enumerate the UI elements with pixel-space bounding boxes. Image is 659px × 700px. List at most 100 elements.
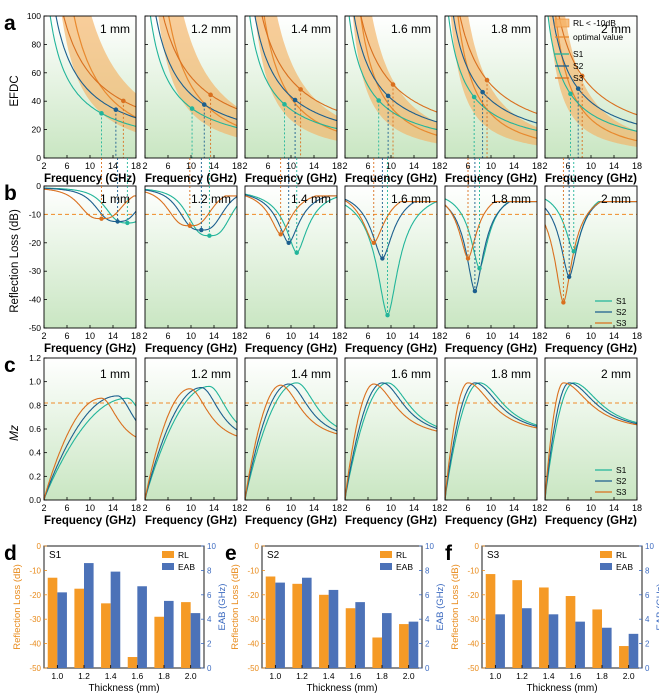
rl-curve-s1 <box>245 193 337 254</box>
optimal-value-line <box>360 16 437 136</box>
plot-frame <box>244 185 338 329</box>
optimal-point-s1 <box>189 106 195 111</box>
panel-letter-b: b <box>4 182 17 205</box>
x-tick-label: 1.0 <box>269 671 281 681</box>
thickness-label-a: 1.2 mm <box>191 22 231 36</box>
x-tick-label: 1.8 <box>158 671 170 681</box>
thickness-label-c: 1.8 mm <box>491 367 531 381</box>
panel-letter-f: f <box>445 542 453 565</box>
efdc-line-s3 <box>162 16 237 110</box>
x-tick-label: 2.0 <box>403 671 415 681</box>
x-tick-label: 10 <box>586 503 596 513</box>
legend-label-s1: S1 <box>616 465 627 475</box>
plot-area-b5 <box>445 198 537 292</box>
y-axis-label-c: Mz <box>7 425 21 441</box>
x-tick-label: 10 <box>386 161 396 171</box>
y-tick-label: 0.2 <box>29 471 41 481</box>
y-tick-label-right: 10 <box>645 542 654 551</box>
thickness-label-c: 1.4 mm <box>291 367 331 381</box>
efdc-line-s2 <box>254 16 337 122</box>
x-tick-label: 6 <box>165 503 170 513</box>
x-tick-label: 14 <box>509 161 519 171</box>
mz-curve-s2 <box>245 383 337 500</box>
x-tick-label: 1.2 <box>296 671 308 681</box>
rl-curve-s1 <box>145 188 237 237</box>
y-tick-label-left: -40 <box>29 640 41 649</box>
legend-label-s1: S1 <box>573 49 584 59</box>
rl-minimum-s3 <box>187 223 193 228</box>
x-tick-label: 1.6 <box>131 671 143 681</box>
panel-letter-c: c <box>4 354 16 377</box>
x-axis-label-b: Frequency (GHz) <box>345 343 437 355</box>
x-tick-label: 2.0 <box>185 671 197 681</box>
plot-frame <box>544 15 638 159</box>
x-tick-label: 2 <box>242 331 247 341</box>
bar-rl <box>539 587 549 668</box>
y-tick-label-left: -10 <box>29 566 41 575</box>
bar-eab <box>190 613 201 668</box>
mz-curve-s2 <box>44 395 136 500</box>
legend-label-rl: RL <box>616 550 627 560</box>
mz-curve-s3 <box>545 382 637 500</box>
x-tick-label: 18 <box>432 331 442 341</box>
plot-frame <box>444 15 538 159</box>
optimal-point-s2 <box>113 107 119 113</box>
bar-eab <box>302 577 312 668</box>
rl-curve-s3 <box>345 200 437 244</box>
efdc-line-s2 <box>155 16 237 120</box>
y-tick-label: -50 <box>29 323 42 333</box>
x-tick-label: 10 <box>186 331 196 341</box>
optimal-value-line <box>168 16 237 127</box>
rl-curve-s3 <box>44 188 136 220</box>
x-tick-label: 6 <box>565 161 570 171</box>
x-tick-label: 1.0 <box>489 671 501 681</box>
x-tick-label: 2 <box>242 161 247 171</box>
x-tick-label: 18 <box>332 331 342 341</box>
mz-curve-s3 <box>44 397 136 500</box>
plot-frame <box>444 357 538 501</box>
y-tick-label: 1.0 <box>29 377 41 387</box>
plot-area-b1 <box>44 187 136 224</box>
x-tick-label: 14 <box>409 161 419 171</box>
x-tick-label: 6 <box>365 161 370 171</box>
thickness-label-a: 2 mm <box>601 22 631 36</box>
x-tick-label: 18 <box>632 503 642 513</box>
bar-rl <box>345 608 356 668</box>
x-tick-label: 1.6 <box>349 671 361 681</box>
mz-curve-s3 <box>145 388 237 500</box>
efdc-line-s1 <box>547 16 637 132</box>
panel-e-bars-s2: 1.0 1.2 1.4 1.6 1.8 2.0 0 -10 -20 -30 -40 -50 0 2 4 6 8 1… <box>230 542 446 694</box>
legend-label-s2: S2 <box>616 307 627 317</box>
thickness-label-c: 1 mm <box>100 367 130 381</box>
x-tick-label: 14 <box>108 331 118 341</box>
legend-swatch-rl <box>600 551 612 558</box>
x-axis-label-a: Frequency (GHz) <box>44 173 136 185</box>
x-tick-label: 6 <box>165 331 170 341</box>
y-axis-label-left: Reflection Loss (dB) <box>230 564 241 650</box>
plot-area-c1 <box>44 395 136 500</box>
x-tick-label: 6 <box>64 331 69 341</box>
y-tick-label-right: 8 <box>645 566 650 575</box>
legend-label-eab: EAB <box>178 562 195 572</box>
legend-swatch-eab <box>162 563 174 570</box>
optimal-point-s1 <box>282 102 287 107</box>
y-tick-label-left: -50 <box>467 664 479 673</box>
bar-eab <box>57 592 67 668</box>
y-axis-label-left: Reflection Loss (dB) <box>450 564 461 650</box>
x-tick-label: 18 <box>131 331 141 341</box>
x-tick-label: 18 <box>131 503 141 513</box>
bar-eab <box>548 614 559 668</box>
plot-background-b3 <box>245 186 337 328</box>
x-tick-label: 6 <box>265 161 270 171</box>
bar-rl <box>181 602 191 668</box>
plot-area-a5 <box>448 16 537 158</box>
x-axis-label: Thickness (mm) <box>526 683 597 694</box>
optimal-point-s3 <box>121 98 126 104</box>
plot-frame <box>144 15 238 159</box>
plot-area-c2 <box>145 385 237 500</box>
x-axis-label-a: Frequency (GHz) <box>245 173 337 185</box>
plot-area-a2 <box>149 16 237 158</box>
efdc-line-s1 <box>448 16 537 132</box>
y-tick-label-right: 6 <box>645 591 650 600</box>
x-tick-label: 10 <box>286 161 296 171</box>
